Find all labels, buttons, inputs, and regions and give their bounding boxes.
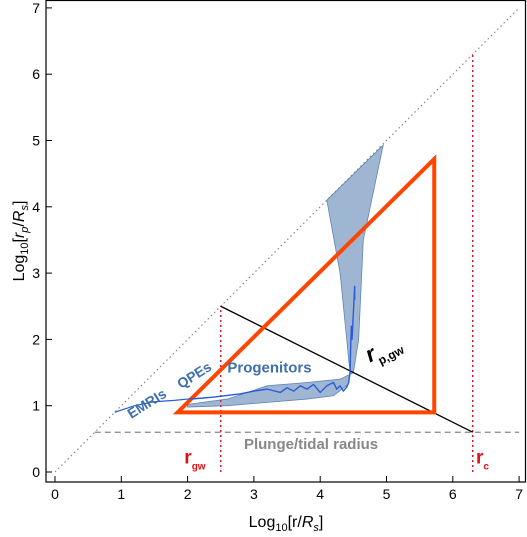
x-tick-label: 3 <box>250 486 258 502</box>
r-c-label: rc <box>476 447 489 472</box>
plunge-label: Plunge/tidal radius <box>244 436 378 453</box>
x-axis-label: Log10[r/Rs] <box>249 514 324 534</box>
progenitors-label: Progenitors <box>227 360 311 377</box>
y-tick-label: 1 <box>32 398 40 414</box>
plot-frame <box>45 0 527 483</box>
y-tick-label: 5 <box>32 133 40 149</box>
progenitor-track <box>190 285 356 400</box>
x-tick-label: 0 <box>51 486 59 502</box>
y-axis-label: Log10[rp/Rs] <box>11 201 31 282</box>
plot-border <box>45 0 527 483</box>
y-tick-label: 3 <box>32 265 40 281</box>
tick-labels: 0 1 2 3 4 5 6 7 0 1 2 3 4 5 6 7 <box>32 0 523 502</box>
triangle-region <box>172 154 437 415</box>
y-tick-label: 0 <box>32 464 40 480</box>
x-tick-label: 4 <box>316 486 324 502</box>
emris-label: EMRIs <box>124 385 169 421</box>
x-tick-label: 2 <box>184 486 192 502</box>
y-tick-label: 6 <box>32 66 40 82</box>
x-tick-label: 7 <box>515 486 523 502</box>
qpes-label: QPEs <box>174 358 214 391</box>
plot-area <box>54 7 520 473</box>
y-tick-label: 7 <box>32 0 40 16</box>
progenitor-region <box>187 143 384 408</box>
y-tick-label: 4 <box>32 199 40 215</box>
rp-gw-label: rp,gw <box>361 328 407 371</box>
x-tick-label: 6 <box>449 486 457 502</box>
x-tick-label: 1 <box>117 486 125 502</box>
diagonal-line <box>54 7 520 473</box>
y-tick-label: 2 <box>32 331 40 347</box>
x-tick-label: 5 <box>383 486 391 502</box>
r-gw-label: rgw <box>184 447 206 472</box>
